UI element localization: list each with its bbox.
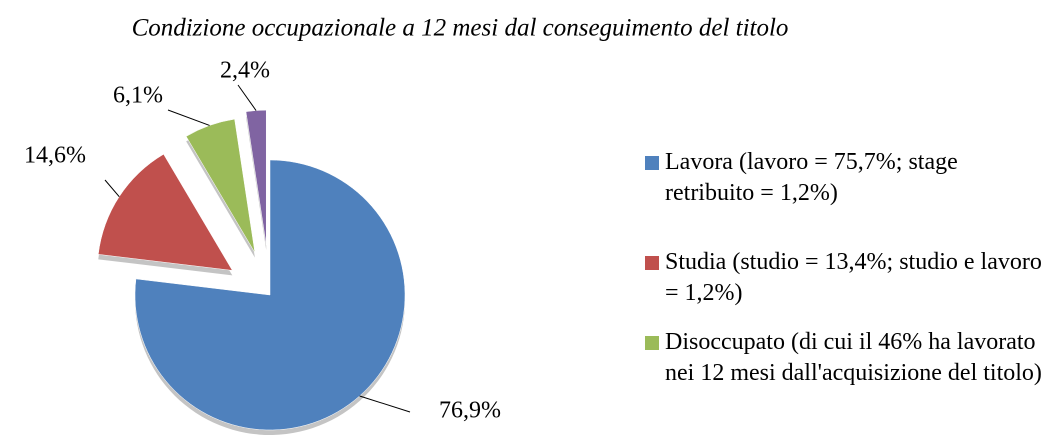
legend-label: Studia (studio = 13,4%; studio e lavoro … [665,249,1042,306]
data-label: 2,4% [220,58,270,84]
data-label: 76,9% [439,398,501,424]
legend-item: Lavora (lavoro = 75,7%; stage retribuito… [645,147,1045,209]
leader-line [237,84,257,111]
legend-label: Disoccupato (di cui il 46% ha lavorato n… [665,329,1042,386]
legend-item: Disoccupato (di cui il 46% ha lavorato n… [645,327,1045,389]
legend-swatch [645,336,659,350]
legend-label: Lavora (lavoro = 75,7%; stage retribuito… [665,149,958,206]
leader-line [104,179,120,197]
data-label: 14,6% [24,143,86,169]
pie-slice [97,153,233,271]
data-label: 6,1% [113,83,163,109]
leader-line [167,109,210,126]
legend-swatch [645,256,659,270]
leader-line [359,395,411,413]
chart-title: Condizione occupazionale a 12 mesi dal c… [132,15,789,42]
legend-swatch [645,156,659,170]
legend-item: Studia (studio = 13,4%; studio e lavoro … [645,247,1045,309]
